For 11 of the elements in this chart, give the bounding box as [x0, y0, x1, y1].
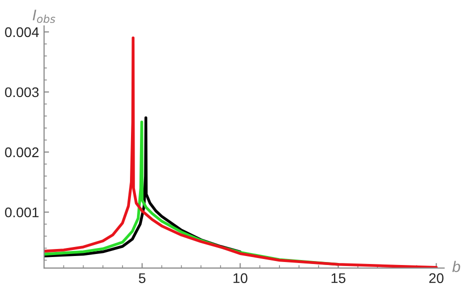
x-tick-label: 15 [332, 273, 346, 284]
x-tick-label: 10 [234, 273, 248, 284]
y-tick-label: 0.001 [5, 207, 39, 218]
y-tick-label: 0.003 [5, 87, 39, 98]
y-tick-label: 0.002 [5, 147, 39, 158]
x-axis-title: b [452, 260, 460, 272]
x-tick-label: 20 [429, 273, 444, 284]
line-series [44, 36, 438, 268]
y-axis-title: I$_{obs}$ [32, 10, 56, 23]
y-tick-label: 0.004 [5, 27, 39, 38]
x-tick-label: 5 [138, 273, 146, 284]
